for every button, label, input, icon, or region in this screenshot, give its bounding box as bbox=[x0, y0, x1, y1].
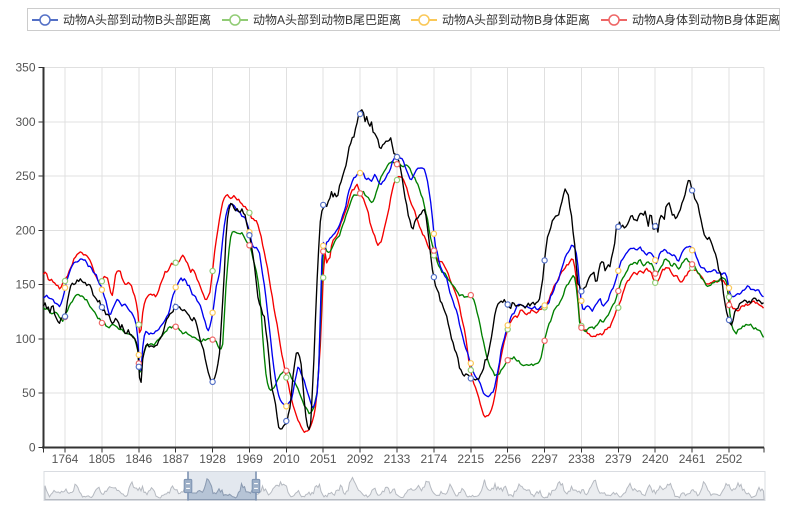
svg-text:1846: 1846 bbox=[125, 452, 152, 466]
svg-text:2502: 2502 bbox=[716, 452, 743, 466]
svg-text:200: 200 bbox=[15, 223, 35, 237]
svg-text:0: 0 bbox=[29, 441, 36, 455]
svg-text:50: 50 bbox=[22, 386, 36, 400]
svg-text:2379: 2379 bbox=[605, 452, 632, 466]
svg-text:1969: 1969 bbox=[236, 452, 263, 466]
svg-text:150: 150 bbox=[15, 278, 35, 292]
svg-text:2297: 2297 bbox=[531, 452, 558, 466]
svg-text:2420: 2420 bbox=[642, 452, 669, 466]
svg-text:100: 100 bbox=[15, 332, 35, 346]
svg-text:2133: 2133 bbox=[384, 452, 411, 466]
svg-text:250: 250 bbox=[15, 169, 35, 183]
svg-text:2010: 2010 bbox=[273, 452, 300, 466]
svg-text:2174: 2174 bbox=[421, 452, 448, 466]
svg-text:2215: 2215 bbox=[457, 452, 484, 466]
svg-text:1805: 1805 bbox=[89, 452, 116, 466]
svg-text:300: 300 bbox=[15, 115, 35, 129]
svg-text:1928: 1928 bbox=[199, 452, 226, 466]
svg-text:2338: 2338 bbox=[568, 452, 595, 466]
svg-text:2051: 2051 bbox=[310, 452, 337, 466]
svg-text:1764: 1764 bbox=[52, 452, 79, 466]
svg-text:2256: 2256 bbox=[494, 452, 521, 466]
svg-text:2461: 2461 bbox=[679, 452, 706, 466]
svg-text:1887: 1887 bbox=[162, 452, 189, 466]
svg-text:2092: 2092 bbox=[347, 452, 374, 466]
svg-text:350: 350 bbox=[15, 61, 35, 75]
